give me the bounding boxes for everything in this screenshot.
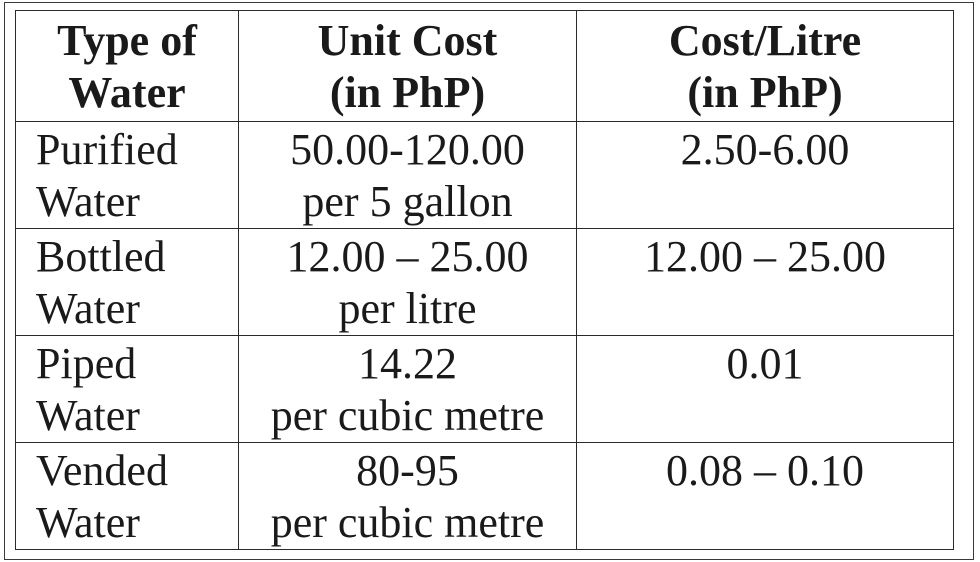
cell-unit-cost: 12.00 – 25.00 per litre (238, 228, 577, 336)
header-cost-per-litre: Cost/Litre (in PhP) (576, 10, 954, 122)
cell-cost-per-litre: 12.00 – 25.00 (576, 228, 954, 336)
cell-unit-cost: 14.22 per cubic metre (238, 335, 577, 443)
table-row: Piped Water 14.22 per cubic metre 0.01 (15, 335, 954, 443)
page-frame (4, 2, 974, 560)
cell-cost-per-litre: 0.08 – 0.10 (576, 442, 954, 550)
cell-water-type: Piped Water (15, 335, 239, 443)
table-row: Purified Water 50.00-120.00 per 5 gallon… (15, 121, 954, 229)
water-cost-table: Type of Water Unit Cost (in PhP) Cost/Li… (15, 10, 954, 550)
header-unit-cost: Unit Cost (in PhP) (238, 10, 577, 122)
cell-cost-per-litre: 0.01 (576, 335, 954, 443)
cell-cost-per-litre: 2.50-6.00 (576, 121, 954, 229)
table-row: Bottled Water 12.00 – 25.00 per litre 12… (15, 228, 954, 336)
cell-water-type: Purified Water (15, 121, 239, 229)
table-row: Vended Water 80-95 per cubic metre 0.08 … (15, 442, 954, 550)
cell-water-type: Vended Water (15, 442, 239, 550)
table-header-row: Type of Water Unit Cost (in PhP) Cost/Li… (15, 10, 954, 122)
cell-unit-cost: 80-95 per cubic metre (238, 442, 577, 550)
cell-water-type: Bottled Water (15, 228, 239, 336)
cell-unit-cost: 50.00-120.00 per 5 gallon (238, 121, 577, 229)
header-type-of-water: Type of Water (15, 10, 239, 122)
